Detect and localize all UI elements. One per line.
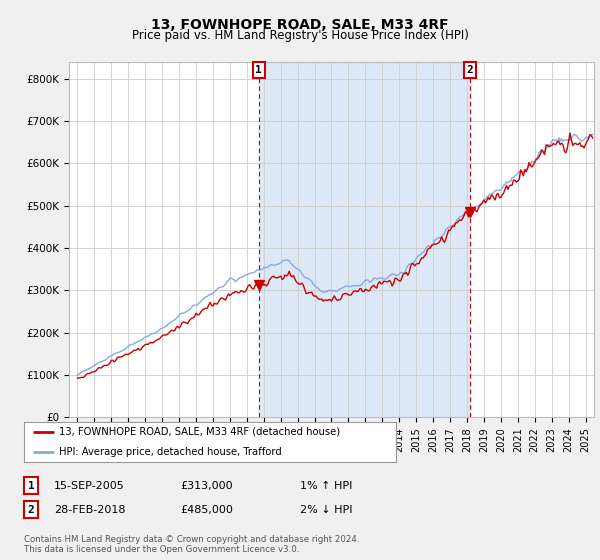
Text: 2: 2 [28, 505, 34, 515]
Text: 1% ↑ HPI: 1% ↑ HPI [300, 480, 352, 491]
Bar [259, 62, 470, 417]
Text: 15-SEP-2005: 15-SEP-2005 [54, 480, 125, 491]
Text: 1: 1 [256, 65, 262, 75]
Text: Contains HM Land Registry data © Crown copyright and database right 2024.
This d: Contains HM Land Registry data © Crown c… [24, 535, 359, 554]
Text: 1: 1 [28, 480, 34, 491]
Text: HPI: Average price, detached house, Trafford: HPI: Average price, detached house, Traf… [59, 447, 282, 457]
Text: 2% ↓ HPI: 2% ↓ HPI [300, 505, 353, 515]
Text: £485,000: £485,000 [180, 505, 233, 515]
Text: £313,000: £313,000 [180, 480, 233, 491]
Text: 28-FEB-2018: 28-FEB-2018 [54, 505, 125, 515]
Text: 2: 2 [466, 65, 473, 75]
Text: 13, FOWNHOPE ROAD, SALE, M33 4RF (detached house): 13, FOWNHOPE ROAD, SALE, M33 4RF (detach… [59, 427, 340, 437]
Text: 13, FOWNHOPE ROAD, SALE, M33 4RF: 13, FOWNHOPE ROAD, SALE, M33 4RF [151, 18, 449, 32]
Text: Price paid vs. HM Land Registry's House Price Index (HPI): Price paid vs. HM Land Registry's House … [131, 29, 469, 42]
